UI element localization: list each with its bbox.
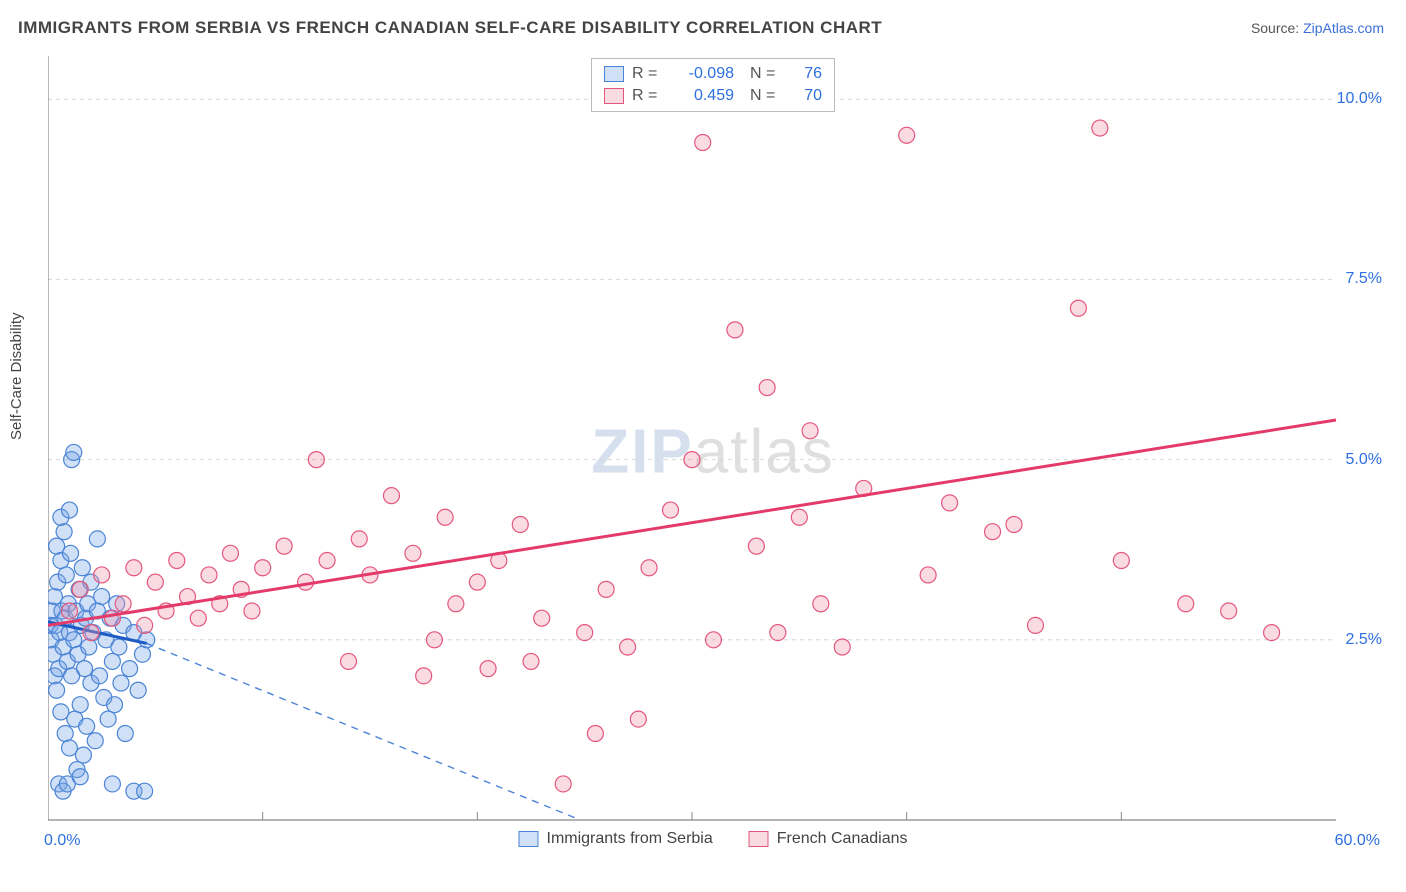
legend-R-serbia: -0.098 — [674, 65, 734, 83]
legend-R-label: R = — [632, 87, 666, 105]
legend-label-french: French Canadians — [777, 830, 908, 847]
legend-N-serbia: 76 — [792, 65, 822, 83]
legend-item-serbia: Immigrants from Serbia — [518, 830, 712, 848]
source-link[interactable]: ZipAtlas.com — [1303, 20, 1384, 36]
legend-swatch-serbia — [518, 831, 538, 847]
legend-R-french: 0.459 — [674, 87, 734, 105]
y-tick-label: 10.0% — [1337, 90, 1382, 108]
y-axis-label: Self-Care Disability — [8, 312, 25, 440]
legend-item-french: French Canadians — [749, 830, 908, 848]
y-tick-label: 2.5% — [1346, 631, 1382, 649]
legend-N-french: 70 — [792, 87, 822, 105]
legend-N-label: N = — [750, 65, 784, 83]
plot-svg — [48, 56, 1378, 848]
legend-row-french: R = 0.459 N = 70 — [604, 85, 822, 107]
y-tick-label: 5.0% — [1346, 451, 1382, 469]
source-attribution: Source: ZipAtlas.com — [1251, 20, 1384, 36]
chart-title: IMMIGRANTS FROM SERBIA VS FRENCH CANADIA… — [18, 18, 882, 38]
legend-R-label: R = — [632, 65, 666, 83]
legend-swatch-french — [604, 88, 624, 104]
legend-swatch-serbia — [604, 66, 624, 82]
legend-correlation-box: R = -0.098 N = 76 R = 0.459 N = 70 — [591, 58, 835, 112]
legend-N-label: N = — [750, 87, 784, 105]
legend-row-serbia: R = -0.098 N = 76 — [604, 63, 822, 85]
y-tick-label: 7.5% — [1346, 270, 1382, 288]
scatter-plot: ZIPatlas 2.5%5.0%7.5%10.0% 0.0% 60.0% R … — [48, 56, 1378, 848]
source-prefix: Source: — [1251, 20, 1303, 36]
legend-label-serbia: Immigrants from Serbia — [546, 830, 712, 847]
x-max-label: 60.0% — [1335, 832, 1380, 850]
legend-swatch-french — [749, 831, 769, 847]
legend-series: Immigrants from Serbia French Canadians — [518, 830, 907, 848]
x-origin-label: 0.0% — [44, 832, 80, 850]
